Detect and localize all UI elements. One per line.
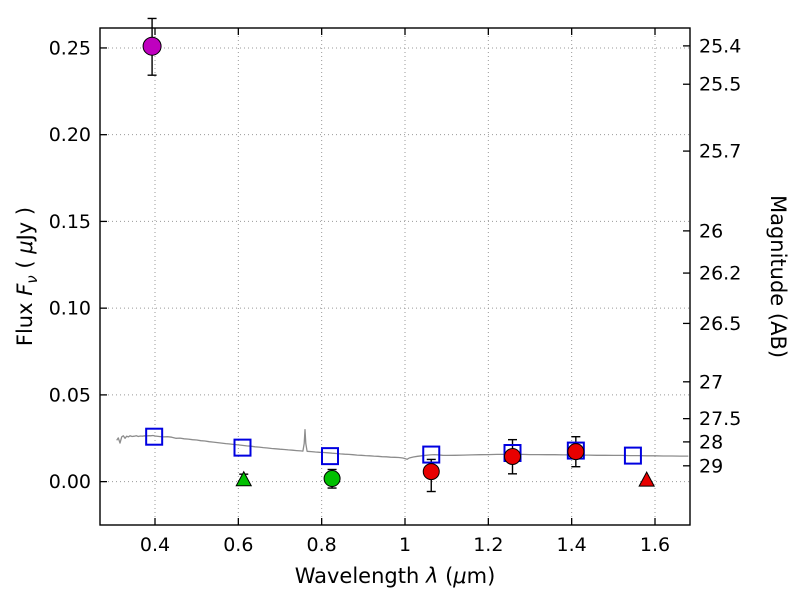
blue-open-squares-marker (321, 447, 339, 466)
red-circles-marker (567, 443, 585, 461)
red-circles-marker (422, 463, 440, 481)
y-tick-label-left: 0.20 (49, 124, 91, 146)
x-tick-label: 0.8 (307, 534, 337, 556)
x-tick-label: 1.4 (557, 534, 587, 556)
y-tick-label-left: 0.10 (49, 298, 91, 320)
magenta-circle-marker (142, 36, 162, 56)
green-circle-marker (323, 470, 341, 488)
red-circles-marker (504, 447, 521, 465)
y-tick-label-left: 0.00 (49, 471, 91, 493)
y-tick-label-right: 29 (699, 455, 723, 477)
blue-open-squares-marker (623, 446, 642, 465)
y-tick-label-right: 27.5 (699, 408, 741, 430)
red-triangle-limit-marker (638, 471, 656, 487)
blue-open-squares-marker (233, 438, 252, 457)
plot-frame (99, 27, 691, 526)
y-tick-label-left: 0.15 (49, 211, 91, 233)
x-tick-label: 1.2 (473, 534, 503, 556)
y-tick-label-right: 26.2 (699, 263, 741, 285)
x-tick-label: 0.4 (140, 534, 170, 556)
y-axis-label-left: Flux Fν ( μJy ) (13, 207, 41, 346)
y-tick-label-left: 0.25 (49, 37, 91, 59)
x-tick-label: 1 (399, 534, 411, 556)
y-tick-label-right: 25.4 (699, 35, 741, 57)
y-tick-label-right: 25.7 (699, 141, 741, 163)
y-tick-label-right: 28 (699, 431, 723, 453)
x-tick-label: 0.6 (223, 534, 253, 556)
y-axis-label-right: Magnitude (AB) (766, 195, 790, 358)
x-tick-label: 1.6 (640, 534, 670, 556)
y-tick-label-right: 26.5 (699, 313, 741, 335)
y-tick-label-left: 0.05 (49, 384, 91, 406)
y-tick-label-right: 26 (699, 220, 723, 242)
y-tick-label-right: 25.5 (699, 74, 741, 96)
green-triangle-limit-marker (235, 470, 253, 487)
blue-open-squares-marker (422, 445, 441, 464)
x-axis-label: Wavelength λ (μm) (295, 564, 496, 588)
y-tick-label-right: 27 (699, 371, 723, 393)
blue-open-squares-marker (145, 427, 164, 446)
